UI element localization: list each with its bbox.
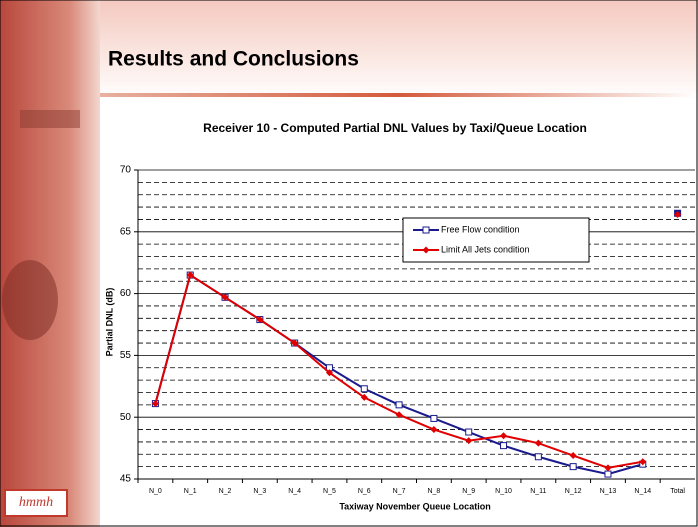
x-tick-label: N_11 <box>530 488 546 495</box>
marker <box>535 454 541 460</box>
y-tick-label: 50 <box>120 412 132 423</box>
y-axis-label: Partial DNL (dB) <box>104 288 114 357</box>
x-tick-label: N_12 <box>565 488 582 495</box>
side-decoration <box>2 260 58 340</box>
y-tick-label: 65 <box>120 226 132 237</box>
legend-label: Limit All Jets condition <box>441 244 530 254</box>
x-tick-label: N_5 <box>323 488 336 495</box>
y-tick-label: 55 <box>120 350 132 361</box>
y-tick-label: 70 <box>120 165 132 176</box>
x-tick-label: N_0 <box>149 488 162 495</box>
x-tick-label: N_7 <box>393 488 406 495</box>
x-tick-label: N_10 <box>495 488 512 495</box>
x-tick-label: N_4 <box>288 488 301 495</box>
x-tick-label: N_8 <box>427 488 440 495</box>
side-image <box>0 0 100 527</box>
marker <box>466 429 472 435</box>
chart: Results and Conclusions hmmh Receiver 10… <box>0 0 698 527</box>
header-rule <box>100 93 698 97</box>
marker <box>501 443 507 449</box>
marker <box>396 402 402 408</box>
x-tick-label: N_9 <box>462 488 475 495</box>
chart-title: Receiver 10 - Computed Partial DNL Value… <box>203 121 587 135</box>
x-tick-label: N_13 <box>600 488 617 495</box>
x-tick-label: N_6 <box>358 488 371 495</box>
x-tick-label: N_3 <box>253 488 266 495</box>
x-tick-label: Total <box>670 488 685 495</box>
side-decoration <box>20 110 80 128</box>
slide: Results and Conclusions hmmh Receiver 10… <box>0 0 698 527</box>
slide-title: Results and Conclusions <box>108 48 359 71</box>
marker <box>570 464 576 470</box>
y-tick-label: 45 <box>120 474 132 485</box>
marker <box>605 471 611 477</box>
marker <box>361 386 367 392</box>
x-axis-label: Taxiway November Queue Location <box>339 501 490 511</box>
x-tick-label: N_1 <box>184 488 197 495</box>
x-tick-label: N_2 <box>219 488 232 495</box>
legend-marker <box>423 227 429 233</box>
x-tick-label: N_14 <box>634 488 651 495</box>
marker <box>431 415 437 421</box>
legend-label: Free Flow condition <box>441 224 520 234</box>
logo: hmmh <box>19 495 53 510</box>
y-tick-label: 60 <box>120 288 132 299</box>
